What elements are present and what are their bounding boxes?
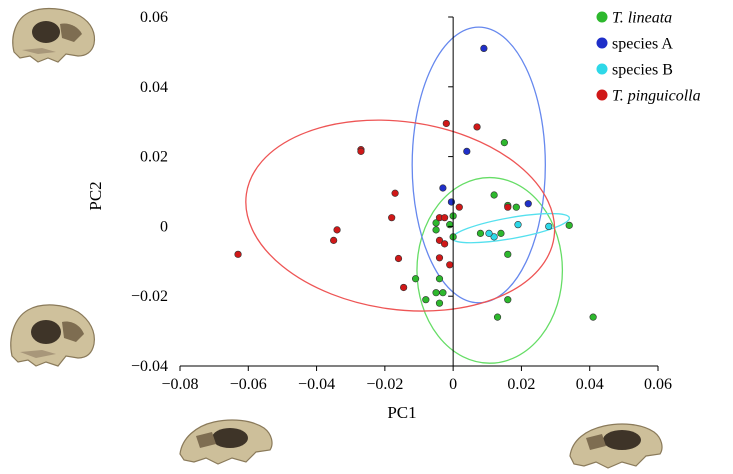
- data-point-species-b: [490, 233, 498, 241]
- data-point-t-lineata: [504, 296, 512, 304]
- legend-label: T. lineata: [612, 10, 672, 27]
- data-point-t-pinguicolla: [441, 214, 449, 222]
- legend-marker: [596, 37, 608, 49]
- data-point-t-pinguicolla: [435, 236, 444, 244]
- data-point-species-b: [514, 221, 522, 229]
- data-point-t-pinguicolla: [388, 214, 396, 222]
- x-tick-label: 0.02: [507, 376, 535, 393]
- data-point-species-a: [524, 200, 532, 208]
- y-axis-title: PC2: [86, 181, 105, 210]
- x-tick-label: −0.04: [298, 376, 335, 393]
- data-point-t-lineata: [589, 313, 597, 321]
- data-point-t-pinguicolla: [400, 283, 408, 292]
- legend-label: species A: [612, 36, 673, 53]
- data-point-t-lineata: [432, 219, 440, 227]
- y-tick-label: 0.04: [140, 79, 168, 96]
- ellipse-t-lineata: [416, 176, 564, 364]
- data-point-t-pinguicolla: [441, 240, 449, 248]
- data-point-t-pinguicolla: [394, 254, 403, 263]
- x-tick-label: 0.04: [576, 376, 604, 393]
- y-tick-label: −0.02: [131, 288, 168, 305]
- data-point-t-lineata: [435, 299, 444, 307]
- data-point-species-b: [545, 222, 553, 230]
- data-point-t-pinguicolla: [442, 119, 450, 128]
- data-point-t-pinguicolla: [234, 250, 242, 258]
- legend-marker: [596, 89, 608, 101]
- confidence-ellipses: [245, 26, 571, 364]
- data-point-t-lineata: [493, 313, 502, 321]
- data-point-t-pinguicolla: [391, 189, 399, 197]
- data-point-t-pinguicolla: [504, 203, 512, 211]
- data-point-t-lineata: [439, 289, 447, 297]
- legend-label: T. pinguicolla: [612, 88, 701, 105]
- data-point-species-a: [480, 44, 488, 53]
- data-point-t-lineata: [497, 229, 505, 237]
- y-tick-label: 0: [160, 218, 168, 235]
- skull-image-top-left: [12, 7, 96, 63]
- x-tick-label: 0: [449, 376, 457, 393]
- data-points: [234, 44, 597, 321]
- ellipse-t-pinguicolla: [245, 119, 556, 312]
- data-point-t-pinguicolla: [330, 236, 338, 244]
- x-tick-label: 0.06: [644, 376, 672, 393]
- data-point-t-lineata: [500, 139, 508, 147]
- x-axis-ticks: −0.08 −0.06 −0.04 −0.02 0 0.02 0.04 0.06: [161, 366, 672, 393]
- legend-marker: [596, 11, 608, 23]
- legend: T. lineata species A species B T. pinguicol…: [596, 10, 701, 105]
- x-axis-title: PC1: [387, 403, 416, 422]
- data-point-t-pinguicolla: [333, 226, 341, 234]
- data-point-t-lineata: [490, 191, 498, 199]
- data-point-t-pinguicolla: [357, 147, 365, 155]
- ellipse-species-a: [411, 26, 546, 304]
- data-point-t-lineata: [512, 203, 520, 211]
- data-point-t-lineata: [432, 289, 440, 297]
- data-point-t-pinguicolla: [455, 203, 463, 211]
- x-tick-label: −0.02: [366, 376, 403, 393]
- data-point-species-a: [447, 198, 456, 206]
- data-point-species-a: [439, 184, 447, 192]
- axes: [180, 17, 658, 367]
- skull-image-bottom-center: [179, 419, 273, 465]
- data-point-t-lineata: [435, 275, 444, 283]
- x-tick-label: −0.06: [230, 376, 267, 393]
- data-point-t-lineata: [411, 275, 420, 283]
- x-tick-label: −0.08: [161, 376, 198, 393]
- data-point-t-lineata: [446, 221, 454, 229]
- y-tick-label: 0.06: [140, 9, 168, 26]
- legend-marker: [596, 63, 608, 75]
- skull-image-bottom-left: [10, 304, 95, 367]
- y-tick-label: −0.04: [131, 358, 168, 375]
- data-point-t-lineata: [432, 226, 440, 234]
- data-point-t-pinguicolla: [435, 254, 444, 262]
- skull-image-bottom-right: [569, 423, 663, 469]
- y-axis-ticks: −0.04 −0.02 0 0.02 0.04 0.06: [131, 9, 454, 375]
- data-point-species-a: [463, 147, 471, 155]
- data-point-t-pinguicolla: [446, 261, 454, 269]
- legend-label: species B: [612, 62, 673, 79]
- data-point-t-lineata: [422, 296, 430, 304]
- data-point-species-b: [485, 229, 493, 237]
- data-point-t-lineata: [504, 250, 512, 258]
- y-tick-label: 0.02: [140, 149, 168, 166]
- data-point-t-lineata: [565, 221, 573, 229]
- data-point-t-lineata: [476, 229, 485, 237]
- data-point-t-pinguicolla: [473, 123, 481, 131]
